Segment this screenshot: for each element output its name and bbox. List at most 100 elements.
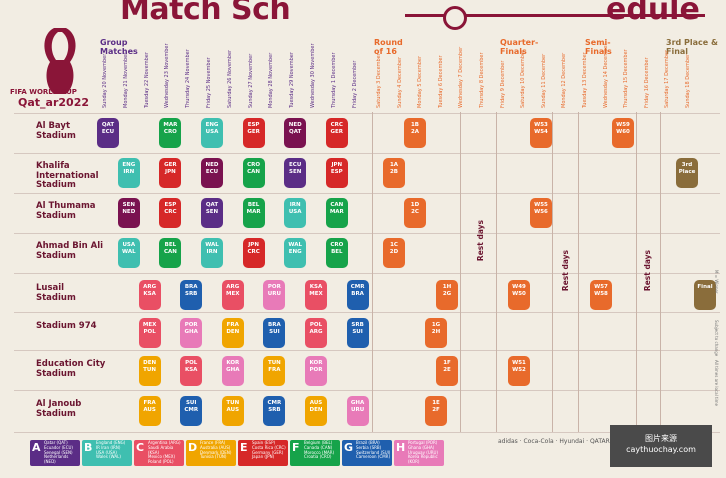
team-b: DEN [309, 406, 323, 413]
match-badge[interactable]: GHA URU [346, 396, 369, 426]
match-badge[interactable]: JPN ESP [325, 158, 348, 188]
match-badge[interactable]: USA WAL [117, 238, 140, 268]
team-a: CMR [350, 284, 365, 290]
match-badge[interactable]: ARG MEX [221, 280, 244, 310]
match-badge[interactable]: KOR GHA [221, 356, 244, 386]
date-label: Thursday 15 December [623, 49, 630, 108]
team-b: ECU [101, 128, 115, 135]
team-a: Final [697, 284, 713, 290]
match-badge[interactable]: 1B 2A [404, 118, 426, 148]
match-badge[interactable]: SRB SUI [346, 318, 369, 348]
match-badge[interactable]: W57 W58 [590, 280, 612, 310]
match-badge[interactable]: JPN CRC [242, 238, 265, 268]
match-badge[interactable]: QAT SEN [201, 198, 223, 228]
legend-group: E Spain (ESP) Costa Rica (CRC) Germany (GER… [238, 440, 288, 466]
match-badge[interactable]: CRC GER [325, 118, 348, 148]
match-badge[interactable]: 1A 2B [383, 158, 405, 188]
team-b: TUN [143, 366, 156, 373]
match-badge[interactable]: NED ECU [201, 158, 223, 188]
sponsor-logos: adidas · Coca-Cola · Hyundai · QATAR · V… [498, 438, 630, 445]
team-a: TUN [267, 360, 281, 366]
match-badge[interactable]: WAL ENG [284, 238, 307, 268]
match-badge[interactable]: BEL CAN [159, 238, 182, 268]
legend-team: Senegal (SEN) [44, 449, 73, 455]
team-b: 2G [442, 290, 452, 297]
team-b: POR [309, 366, 323, 373]
match-badge[interactable]: GER JPN [159, 158, 182, 188]
match-badge[interactable]: KSA MEX [305, 280, 327, 310]
match-badge[interactable]: BRA SRB [180, 280, 203, 310]
date-label: Saturday 26 November [226, 49, 233, 108]
team-b: SEN [289, 168, 302, 175]
watermark: 图片来源 caythuochay.com [610, 425, 712, 467]
match-badge[interactable]: CMR BRA [346, 280, 369, 310]
match-badge[interactable]: POL ARG [305, 318, 327, 348]
match-badge[interactable]: BRA SUI [263, 318, 286, 348]
match-badge[interactable]: 1G 2H [425, 318, 447, 348]
match-badge[interactable]: NED QAT [284, 118, 307, 148]
match-badge[interactable]: SEN NED [117, 198, 140, 228]
match-badge[interactable]: TUN AUS [221, 396, 244, 426]
legend-team: Wales (WAL) [96, 454, 121, 460]
legend-team: Brazil (BRA) [356, 440, 380, 445]
date-label: Monday 12 December [561, 52, 568, 108]
match-badge[interactable]: MEX POL [138, 318, 161, 348]
column-divider [460, 112, 461, 432]
legend-team: Ghana (GHA) [408, 444, 435, 450]
match-badge[interactable]: CMR SRB [263, 396, 286, 426]
match-badge[interactable]: 1D 2C [404, 198, 426, 228]
match-badge[interactable]: FRA DEN [221, 318, 244, 348]
column-divider [660, 112, 661, 432]
match-badge[interactable]: 1H 2G [436, 280, 458, 310]
legend-team: France (FRA) [200, 440, 226, 445]
match-badge[interactable]: W55 W56 [530, 198, 552, 228]
team-b: AUS [143, 406, 156, 413]
match-badge[interactable]: Final [694, 280, 716, 310]
match-badge[interactable]: W51 W52 [508, 356, 530, 386]
match-badge[interactable]: QAT ECU [97, 118, 119, 148]
match-badge[interactable]: TUN FRA [263, 356, 286, 386]
match-badge[interactable]: 1E 2F [425, 396, 447, 426]
match-badge[interactable]: W49 W50 [508, 280, 530, 310]
match-badge[interactable]: ESP CRC [159, 198, 182, 228]
team-b: 2F [432, 406, 440, 413]
team-a: CRO [247, 162, 261, 168]
match-badge[interactable]: IRN USA [284, 198, 307, 228]
match-badge[interactable]: CAN MAR [325, 198, 348, 228]
legend-group: C Argentina (ARG) Saudi Arabia (KSA) Mexico… [134, 440, 184, 466]
team-a: 1E [432, 400, 440, 406]
group-letter: A [32, 441, 41, 454]
team-a: SRB [351, 322, 364, 328]
match-badge[interactable]: MAR CRO [159, 118, 182, 148]
team-a: BEL [164, 242, 177, 248]
match-badge[interactable]: ARG KSA [138, 280, 161, 310]
match-badge[interactable]: ECU SEN [284, 158, 307, 188]
match-badge[interactable]: DEN TUN [138, 356, 161, 386]
match-badge[interactable]: 1F 2E [436, 356, 458, 386]
match-badge[interactable]: ENG USA [201, 118, 223, 148]
match-badge[interactable]: BEL MAR [242, 198, 265, 228]
match-badge[interactable]: KOR POR [305, 356, 327, 386]
legend-team: Germany (GER) [252, 449, 284, 455]
title-part-a: Match Sch [120, 0, 291, 27]
team-a: MAR [163, 122, 178, 128]
match-badge[interactable]: POR GHA [180, 318, 203, 348]
match-badge[interactable]: POR URU [263, 280, 286, 310]
legend-team: Croatia (CRO) [304, 454, 332, 460]
match-badge[interactable]: 3rd Place [676, 158, 698, 188]
match-badge[interactable]: FRA AUS [138, 396, 161, 426]
match-badge[interactable]: SUI CMR [180, 396, 203, 426]
match-badge[interactable]: ESP GER [242, 118, 265, 148]
match-badge[interactable]: CRO CAN [242, 158, 265, 188]
match-badge[interactable]: POL KSA [180, 356, 203, 386]
match-badge[interactable]: WAL IRN [201, 238, 223, 268]
match-badge[interactable]: CRO BEL [325, 238, 348, 268]
team-a: CAN [330, 202, 344, 208]
match-badge[interactable]: W59 W60 [612, 118, 634, 148]
match-badge[interactable]: W53 W54 [530, 118, 552, 148]
match-badge[interactable]: AUS DEN [305, 396, 327, 426]
match-badge[interactable]: ENG IRN [117, 158, 140, 188]
logo-line1: FIFA WORLD CUP [10, 88, 77, 96]
match-badge[interactable]: 1C 2D [383, 238, 405, 268]
rest-days-label: Rest days [643, 250, 652, 292]
